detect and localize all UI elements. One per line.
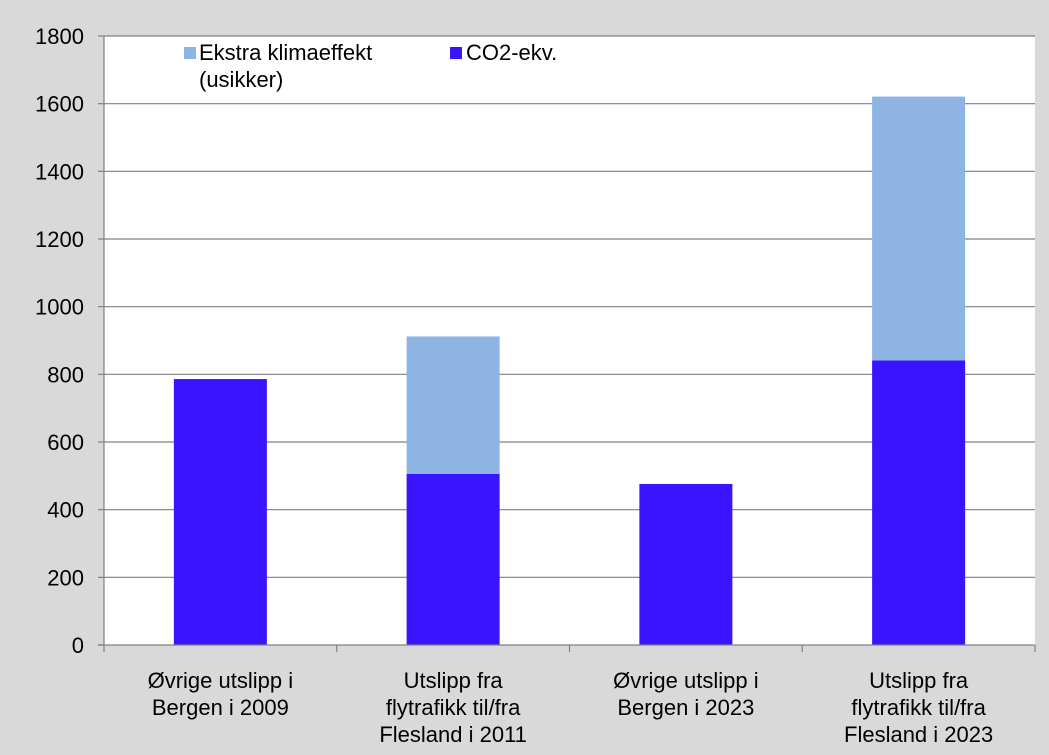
y-tick-label: 1400 <box>35 159 84 184</box>
x-category-label-line: Utslipp fra <box>869 668 969 693</box>
legend-label-line: (usikker) <box>199 67 283 92</box>
y-tick-label: 1800 <box>35 24 84 49</box>
y-tick-label: 0 <box>72 633 84 658</box>
x-category-label-line: Øvrige utslipp i <box>613 668 759 693</box>
y-tick-label: 400 <box>47 498 84 523</box>
x-category-label-line: Utslipp fra <box>404 668 504 693</box>
legend-swatch-co2 <box>450 47 462 59</box>
y-tick-label: 1000 <box>35 295 84 320</box>
x-category-label: Øvrige utslipp i Bergen i 2023 <box>613 668 759 720</box>
legend-swatch-extra <box>184 47 196 59</box>
bar-co2-1 <box>406 473 500 645</box>
y-tick-label: 800 <box>47 362 84 387</box>
legend-label-line: CO2-ekv. <box>466 40 557 65</box>
legend-label-co2: CO2-ekv. <box>466 40 557 65</box>
x-category-label-line: Bergen i 2009 <box>152 695 289 720</box>
x-category-label-line: Øvrige utslipp i <box>148 668 294 693</box>
y-tick-label: 1200 <box>35 227 84 252</box>
x-category-label-line: Flesland i 2011 <box>379 722 527 747</box>
y-tick-label: 200 <box>47 565 84 590</box>
x-category-label-line: Bergen i 2023 <box>617 695 754 720</box>
y-tick-label: 600 <box>47 430 84 455</box>
bar-extra-1 <box>406 336 500 474</box>
x-category-label-line: flytrafikk til/fra <box>851 695 986 720</box>
y-tick-label: 1600 <box>35 92 84 117</box>
x-category-label-line: Flesland i 2023 <box>844 722 993 747</box>
bar-co2-0 <box>173 379 267 645</box>
bar-co2-2 <box>639 483 733 645</box>
x-category-label: Øvrige utslipp i Bergen i 2009 <box>148 668 294 720</box>
x-category-label: Utslipp fra flytrafikk til/fra Flesland i … <box>379 668 527 747</box>
legend-label-extra: Ekstra klimaeffekt (usikker) <box>199 40 372 92</box>
legend-label-line: Ekstra klimaeffekt <box>199 40 372 65</box>
x-category-label-line: flytrafikk til/fra <box>386 695 521 720</box>
x-category-label: Utslipp fra flytrafikk til/fra Flesland i … <box>844 668 993 747</box>
bar-co2-3 <box>872 360 966 645</box>
bar-extra-3 <box>872 96 966 361</box>
